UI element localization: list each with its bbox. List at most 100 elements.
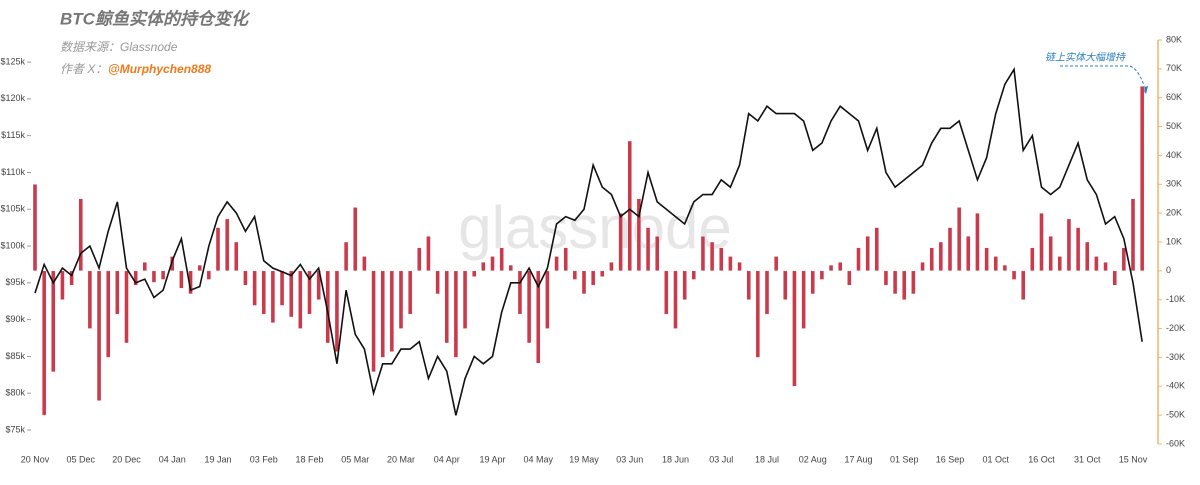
x-tick-label: 18 Jul bbox=[755, 454, 779, 464]
bar bbox=[947, 227, 953, 272]
bar bbox=[87, 270, 93, 329]
y-tick-label: $75k bbox=[5, 424, 25, 434]
bar bbox=[426, 236, 431, 272]
bar bbox=[243, 270, 248, 286]
x-tick-label: 04 May bbox=[523, 454, 553, 464]
bar bbox=[325, 270, 330, 344]
bar bbox=[783, 270, 788, 300]
bar bbox=[133, 270, 138, 286]
bar bbox=[362, 256, 367, 272]
bar bbox=[645, 227, 651, 272]
bar bbox=[1039, 212, 1044, 272]
x-tick-label: 01 Oct bbox=[982, 454, 1009, 464]
bar bbox=[993, 256, 998, 272]
bar bbox=[1075, 227, 1081, 272]
bar bbox=[151, 270, 157, 283]
bar bbox=[929, 247, 934, 272]
bar bbox=[508, 264, 513, 272]
bar bbox=[1021, 270, 1026, 300]
bar bbox=[892, 270, 898, 295]
bar bbox=[371, 270, 376, 373]
bar bbox=[545, 270, 550, 329]
x-tick-label: 05 Dec bbox=[66, 454, 95, 464]
bar bbox=[563, 247, 568, 272]
price-line bbox=[34, 67, 1143, 416]
bar bbox=[590, 270, 596, 286]
bar bbox=[179, 270, 184, 289]
bar bbox=[453, 270, 459, 358]
y2-tick-label: 30K bbox=[1166, 179, 1182, 189]
bar bbox=[462, 270, 468, 329]
bar bbox=[1139, 85, 1145, 272]
bar bbox=[398, 270, 404, 329]
bar bbox=[105, 270, 111, 358]
bar bbox=[197, 264, 202, 272]
x-tick-label: 18 Jun bbox=[662, 454, 689, 464]
bar bbox=[252, 270, 257, 306]
x-tick-label: 31 Oct bbox=[1074, 454, 1101, 464]
bar bbox=[966, 236, 971, 272]
bar bbox=[142, 262, 148, 272]
bar bbox=[1066, 218, 1072, 272]
y2-tick-label: 70K bbox=[1166, 63, 1182, 73]
x-tick-label: 03 Feb bbox=[250, 454, 278, 464]
bar bbox=[124, 270, 129, 344]
bar bbox=[224, 218, 230, 272]
y-tick-label: $95k bbox=[5, 277, 25, 287]
bar bbox=[51, 270, 56, 373]
bar bbox=[1057, 256, 1063, 272]
author-label: 作者 X： bbox=[60, 62, 107, 76]
annotation: 链上实体大幅增持 bbox=[1045, 52, 1126, 64]
bar bbox=[261, 270, 266, 315]
bar bbox=[289, 270, 294, 318]
bar bbox=[838, 262, 843, 272]
bar bbox=[655, 236, 660, 272]
bar bbox=[865, 236, 870, 272]
y-tick-label: $80k bbox=[5, 388, 25, 398]
bar bbox=[773, 256, 779, 272]
x-tick-label: 05 Mar bbox=[341, 454, 369, 464]
bar bbox=[307, 270, 312, 315]
bar bbox=[1030, 247, 1035, 272]
y2-tick-label: 10K bbox=[1166, 236, 1182, 246]
bar bbox=[874, 227, 879, 272]
bar bbox=[902, 270, 907, 300]
y2-tick-label: -20K bbox=[1166, 323, 1185, 333]
bar bbox=[1085, 241, 1090, 272]
bar bbox=[481, 262, 486, 272]
bar bbox=[911, 270, 916, 295]
x-tick-label: 02 Aug bbox=[799, 454, 827, 464]
subtitle: 数据来源：Glassnode bbox=[60, 40, 178, 54]
x-tick-label: 15 Nov bbox=[1119, 454, 1148, 464]
bar bbox=[490, 256, 495, 272]
y2-tick-label: -10K bbox=[1166, 294, 1185, 304]
bar bbox=[353, 207, 358, 272]
y2-tick-label: -60K bbox=[1166, 438, 1185, 448]
x-tick-label: 04 Jan bbox=[159, 454, 186, 464]
bar bbox=[938, 241, 944, 272]
bar bbox=[499, 247, 504, 272]
y-tick-label: $100k bbox=[0, 240, 25, 250]
y2-tick-label: 50K bbox=[1166, 121, 1182, 131]
x-tick-label: 19 Apr bbox=[479, 454, 505, 464]
x-tick-label: 17 Aug bbox=[844, 454, 872, 464]
bar bbox=[435, 270, 440, 295]
y2-tick-label: 40K bbox=[1166, 150, 1182, 160]
y-tick-label: $85k bbox=[5, 351, 25, 361]
x-tick-label: 01 Sep bbox=[890, 454, 919, 464]
y-tick-label: $115k bbox=[1, 130, 25, 140]
bar bbox=[380, 270, 385, 358]
bar bbox=[234, 241, 239, 272]
y2-tick-label: 80K bbox=[1166, 34, 1182, 44]
y2-tick-label: 0 bbox=[1166, 265, 1171, 275]
bar bbox=[920, 262, 925, 272]
bar bbox=[1121, 247, 1127, 272]
x-tick-label: 19 Jan bbox=[204, 454, 231, 464]
bar bbox=[472, 270, 477, 277]
bar bbox=[581, 270, 587, 295]
y2-tick-label: -50K bbox=[1166, 410, 1185, 420]
bar bbox=[96, 270, 102, 401]
bar bbox=[115, 270, 120, 315]
bar bbox=[737, 262, 742, 272]
